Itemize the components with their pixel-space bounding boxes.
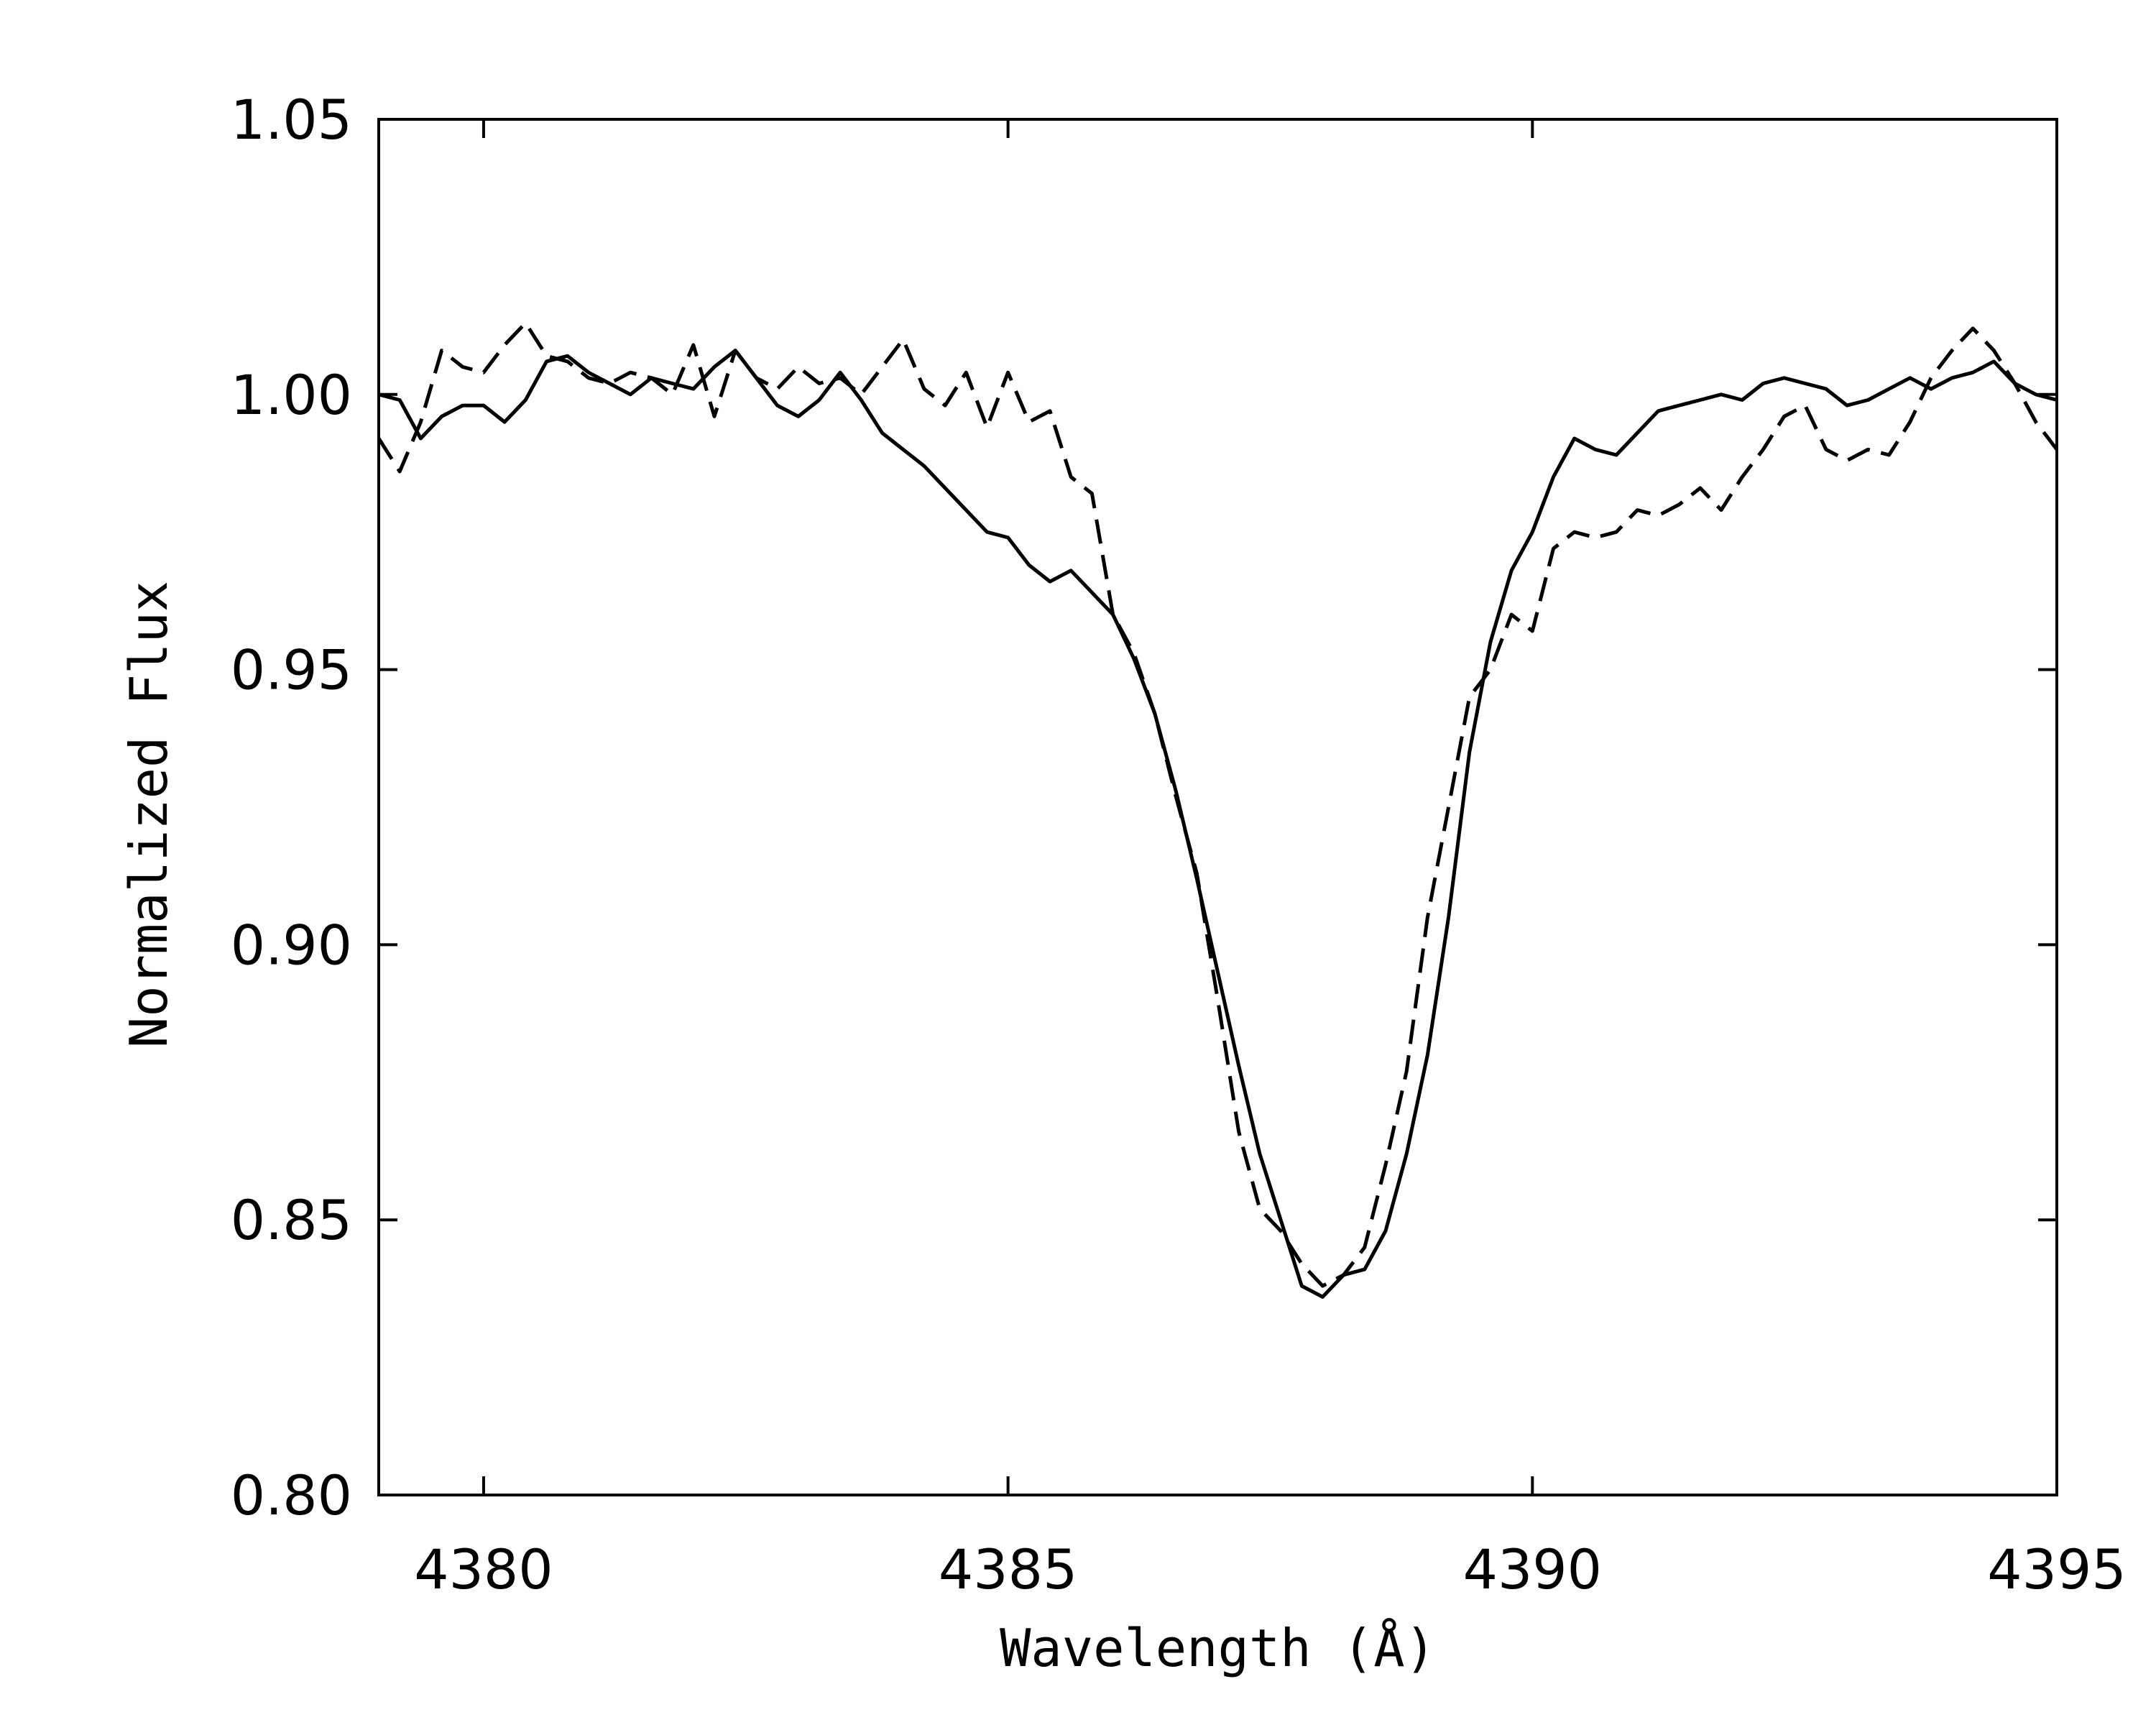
y-tick-label: 1.00 — [231, 363, 352, 427]
x-tick-label: 4385 — [939, 1537, 1077, 1601]
y-tick-labels: 0.80 0.85 0.90 0.95 1.00 1.05 — [231, 88, 352, 1527]
x-axis-title: Wavelength (Å) — [1000, 1618, 1436, 1678]
y-tick-label: 0.80 — [231, 1463, 352, 1527]
y-tick-label: 1.05 — [231, 88, 352, 152]
y-tick-label: 0.85 — [231, 1188, 352, 1252]
x-tick-label: 4390 — [1463, 1537, 1602, 1601]
series-solid-line — [378, 349, 2058, 1299]
x-tick-label: 4380 — [414, 1537, 553, 1601]
plot-frame — [377, 118, 2058, 1496]
x-tick-labels: 4380 4385 4390 4395 — [414, 1537, 2126, 1601]
y-tick-label: 0.95 — [231, 638, 352, 702]
y-tick-label: 0.90 — [231, 913, 352, 977]
series-dashed-line — [377, 321, 2058, 1288]
x-tick-label: 4395 — [1987, 1537, 2126, 1601]
series-layer — [377, 321, 2058, 1299]
axis-ticks — [379, 118, 2058, 1496]
y-axis-title: Normalized Flux — [119, 581, 179, 1048]
